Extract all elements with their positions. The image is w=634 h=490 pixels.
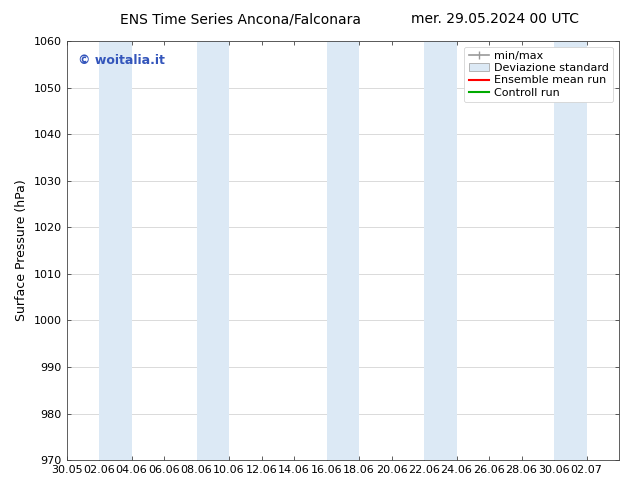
Legend: min/max, Deviazione standard, Ensemble mean run, Controll run: min/max, Deviazione standard, Ensemble m… — [464, 47, 614, 102]
Bar — [554, 41, 586, 460]
Text: ENS Time Series Ancona/Falconara: ENS Time Series Ancona/Falconara — [120, 12, 361, 26]
Text: © woitalia.it: © woitalia.it — [77, 53, 164, 67]
Text: mer. 29.05.2024 00 UTC: mer. 29.05.2024 00 UTC — [411, 12, 578, 26]
Bar — [197, 41, 229, 460]
Bar — [327, 41, 359, 460]
Bar — [99, 41, 131, 460]
Y-axis label: Surface Pressure (hPa): Surface Pressure (hPa) — [15, 180, 28, 321]
Bar — [424, 41, 456, 460]
